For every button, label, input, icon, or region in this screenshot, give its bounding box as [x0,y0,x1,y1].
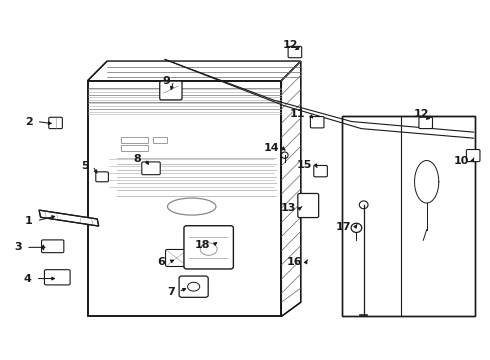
Text: 3: 3 [15,242,22,252]
FancyBboxPatch shape [288,46,302,58]
Text: 11: 11 [290,109,306,120]
FancyBboxPatch shape [49,117,62,129]
FancyBboxPatch shape [419,117,433,129]
Text: 13: 13 [280,203,296,213]
FancyBboxPatch shape [142,162,160,175]
Text: 16: 16 [287,257,302,267]
Polygon shape [281,61,301,316]
Text: 9: 9 [162,76,170,86]
Text: 15: 15 [296,160,312,170]
FancyBboxPatch shape [45,270,70,285]
Text: 17: 17 [336,222,352,232]
FancyBboxPatch shape [298,193,319,217]
Text: 8: 8 [133,154,141,164]
Text: 10: 10 [453,156,469,166]
FancyBboxPatch shape [160,81,182,100]
FancyBboxPatch shape [42,240,64,253]
Text: 12: 12 [283,40,298,50]
Text: 4: 4 [24,274,32,284]
FancyBboxPatch shape [314,166,327,177]
Text: 14: 14 [263,143,279,153]
Text: 2: 2 [25,117,33,126]
FancyBboxPatch shape [179,276,208,297]
FancyBboxPatch shape [166,249,188,266]
Text: 12: 12 [414,109,429,120]
Polygon shape [88,61,301,81]
Bar [122,137,148,143]
Text: 7: 7 [167,287,175,297]
FancyBboxPatch shape [96,172,108,182]
Polygon shape [39,210,98,226]
Polygon shape [342,116,475,316]
FancyBboxPatch shape [184,226,233,269]
Text: 18: 18 [195,239,210,249]
Polygon shape [88,81,281,316]
Text: 5: 5 [81,161,89,171]
Text: 1: 1 [25,216,33,226]
Bar [122,145,148,151]
Bar [153,137,168,143]
FancyBboxPatch shape [310,117,324,128]
Text: 6: 6 [157,257,165,267]
FancyBboxPatch shape [466,149,480,162]
